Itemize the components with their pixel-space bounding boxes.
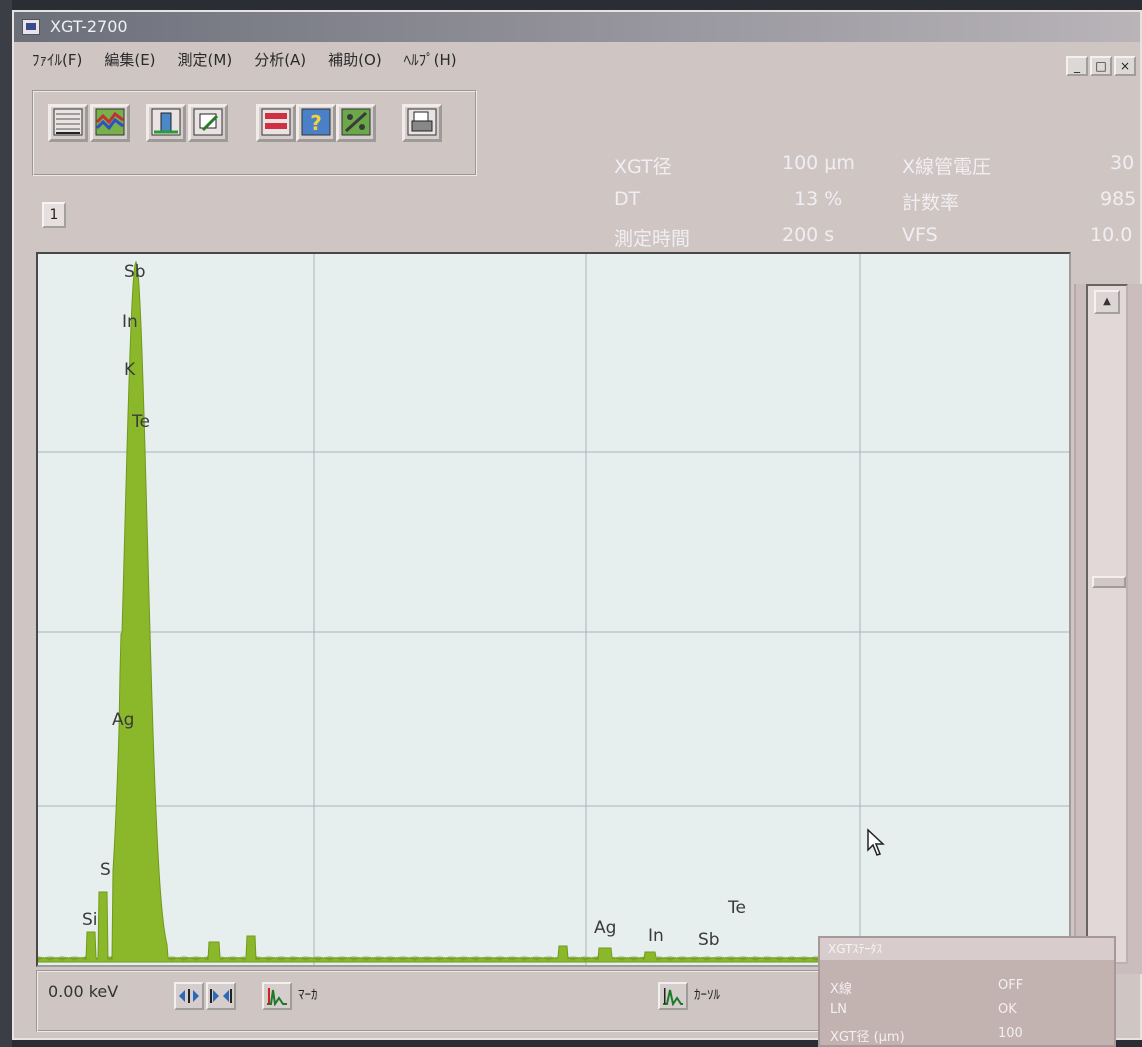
peak-label: Sb [698,930,720,950]
multi-spectrum-icon [95,108,125,136]
info-label: X線管電圧 [902,156,992,178]
status-row: X線 OFF [830,978,1100,997]
multi-spectrum-button[interactable] [90,104,130,142]
print-button[interactable] [402,104,442,142]
edit-setup-button[interactable] [188,104,228,142]
expand-button[interactable] [174,982,204,1010]
contract-button[interactable] [206,982,236,1010]
cursor-label: ｶｰｿﾙ [694,988,720,1003]
spectrum-view-icon [53,108,83,136]
edit-setup-icon [193,108,223,136]
info-value: 10.0 [1090,224,1133,246]
info-value: 13 % [794,188,843,210]
svg-text:?: ? [310,111,322,135]
contract-arrows-icon [210,989,232,1003]
info-value: 200 s [782,224,835,246]
status-row: LN OK [830,1002,1100,1017]
app-icon [22,19,40,35]
peak-label: Ag [112,710,135,730]
close-button[interactable]: × [1114,56,1136,76]
maximize-button[interactable]: □ [1090,56,1112,76]
spectrum-view-button[interactable] [48,104,88,142]
menu-help[interactable]: ﾍﾙﾌﾟ(H) [403,51,457,69]
info-label: XGT径 [614,156,672,178]
help-button[interactable]: ? [296,104,336,142]
print-icon [407,108,437,136]
peak-label: Si [82,910,98,930]
marker-label: ﾏｰｶ [298,988,318,1003]
measure-setup-button[interactable] [146,104,186,142]
peak-label: K [124,360,136,380]
window-controls: _ □ × [1066,56,1136,76]
scroll-thumb[interactable] [1092,576,1126,588]
spectrum-plot[interactable]: Sb In K Te Ag S Si Ag In Sb Te [36,252,1071,967]
menu-measure[interactable]: 測定(M) [177,51,233,69]
toolbar: ? [32,90,477,176]
xgt-status-panel: XGTｽﾃｰﾀｽ X線 OFF LN OK XGT径 (μm) 100 [818,936,1116,1047]
info-value: 985 [1100,188,1137,210]
info-label: 測定時間 [614,228,691,250]
peak-label: In [122,312,138,332]
analysis-icon [341,108,371,136]
peak-label: S [100,860,111,880]
kev-readout: 0.00 keV [48,982,119,1001]
marker-icon [267,988,287,1006]
spectrum-tab-1[interactable]: 1 [42,202,66,228]
peak-label: Te [728,898,746,918]
info-label: 計数率 [902,192,960,214]
bottom-toolbar: 0.00 keV ﾏｰｶ ｶｰｿﾙ [36,970,1071,1032]
status-label: X線 [830,982,852,997]
analysis-button[interactable] [336,104,376,142]
menu-edit[interactable]: 編集(E) [104,51,156,69]
peak-label: Ag [594,918,617,938]
status-title: XGTｽﾃｰﾀｽ [820,938,1114,960]
mouse-pointer-icon [867,828,885,856]
status-label: XGT径 (μm) [830,1030,905,1045]
save-icon [261,108,291,136]
info-value: 100 μm [782,152,855,174]
scroll-up-button[interactable]: ▲ [1094,290,1120,314]
info-value: 30 [1110,152,1135,174]
title-bar: XGT-2700 [14,12,1140,42]
spectrum-chart [38,254,1069,965]
peak-label: Sb [124,262,146,282]
status-row: XGT径 (μm) 100 [830,1026,1100,1045]
menu-file[interactable]: ﾌｧｲﾙ(F) [32,51,83,69]
info-label: VFS [902,224,938,246]
minimize-button[interactable]: _ [1066,56,1088,76]
spectrum-trace [38,260,1069,963]
save-button[interactable] [256,104,296,142]
vertical-scrollbar[interactable]: ▲ [1074,284,1142,974]
window-title: XGT-2700 [50,17,128,36]
status-value: OFF [998,978,1024,993]
status-value: 100 [998,1026,1023,1041]
cursor-button[interactable] [658,982,688,1010]
app-window: XGT-2700 _ □ × ﾌｧｲﾙ(F) 編集(E) 測定(M) 分析(A)… [12,10,1142,1040]
peak-label: In [648,926,664,946]
cursor-peak-icon [663,988,683,1006]
menu-analysis[interactable]: 分析(A) [254,51,307,69]
menu-bar: ﾌｧｲﾙ(F) 編集(E) 測定(M) 分析(A) 補助(O) ﾍﾙﾌﾟ(H) [14,46,457,74]
marker-button[interactable] [262,982,292,1010]
info-label: DT [614,188,641,210]
expand-arrows-icon [179,989,199,1003]
desktop-edge [0,0,12,1047]
status-label: LN [830,1002,847,1017]
status-value: OK [998,1002,1017,1017]
scroll-track[interactable]: ▲ [1086,284,1128,964]
measure-setup-icon [151,108,181,136]
peak-label: Te [132,412,150,432]
help-icon: ? [301,108,331,136]
menu-aux[interactable]: 補助(O) [328,51,382,69]
